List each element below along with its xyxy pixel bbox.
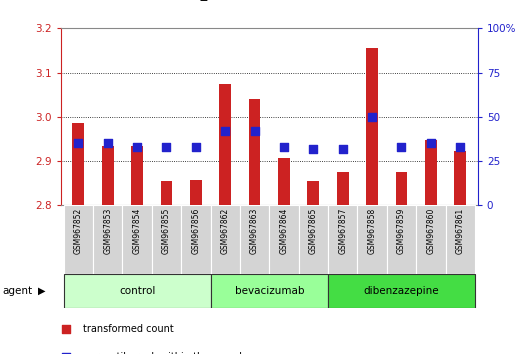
- Bar: [219, 84, 231, 205]
- Text: GSM967853: GSM967853: [103, 207, 112, 254]
- Bar: [64, 274, 211, 308]
- Bar: [152, 205, 181, 274]
- Bar: [425, 140, 437, 205]
- Text: GSM967855: GSM967855: [162, 207, 171, 254]
- Text: GSM967858: GSM967858: [367, 207, 376, 253]
- Bar: [337, 172, 348, 205]
- Bar: [122, 205, 152, 274]
- Bar: [249, 99, 260, 205]
- Text: GSM967861: GSM967861: [456, 207, 465, 253]
- Point: [192, 144, 200, 150]
- Bar: [299, 205, 328, 274]
- Bar: [366, 48, 378, 205]
- Point: [456, 144, 465, 150]
- Text: GSM967856: GSM967856: [191, 207, 200, 254]
- Text: GSM967863: GSM967863: [250, 207, 259, 254]
- Bar: [211, 205, 240, 274]
- Bar: [278, 158, 290, 205]
- Bar: [161, 181, 172, 205]
- Point: [368, 114, 376, 120]
- Text: GSM967857: GSM967857: [338, 207, 347, 254]
- Bar: [387, 205, 416, 274]
- Text: dibenzazepine: dibenzazepine: [364, 286, 439, 296]
- Point: [250, 128, 259, 134]
- Bar: [131, 145, 143, 205]
- Bar: [307, 181, 319, 205]
- Point: [133, 144, 142, 150]
- Point: [162, 144, 171, 150]
- Point: [103, 141, 112, 146]
- Text: GSM967860: GSM967860: [426, 207, 436, 254]
- Point: [221, 128, 230, 134]
- Point: [338, 146, 347, 152]
- Text: GSM967852: GSM967852: [74, 207, 83, 253]
- Bar: [211, 274, 328, 308]
- Bar: [357, 205, 387, 274]
- Point: [397, 144, 406, 150]
- Text: GSM967864: GSM967864: [279, 207, 288, 254]
- Bar: [416, 205, 446, 274]
- Point: [62, 326, 70, 332]
- Text: agent: agent: [3, 286, 33, 296]
- Text: bevacizumab: bevacizumab: [234, 286, 304, 296]
- Text: ▶: ▶: [38, 286, 45, 296]
- Bar: [64, 205, 93, 274]
- Point: [280, 144, 288, 150]
- Text: transformed count: transformed count: [82, 324, 173, 334]
- Bar: [72, 124, 84, 205]
- Bar: [328, 274, 475, 308]
- Point: [309, 146, 317, 152]
- Bar: [102, 145, 114, 205]
- Bar: [328, 205, 357, 274]
- Bar: [395, 172, 407, 205]
- Bar: [454, 151, 466, 205]
- Text: GSM967862: GSM967862: [221, 207, 230, 253]
- Bar: [190, 179, 202, 205]
- Bar: [269, 205, 299, 274]
- Text: GSM967865: GSM967865: [309, 207, 318, 254]
- Text: GSM967854: GSM967854: [133, 207, 142, 254]
- Bar: [181, 205, 211, 274]
- Point: [427, 141, 435, 146]
- Bar: [240, 205, 269, 274]
- Point: [74, 141, 82, 146]
- Text: percentile rank within the sample: percentile rank within the sample: [82, 353, 248, 354]
- Text: control: control: [119, 286, 155, 296]
- Bar: [93, 205, 122, 274]
- Bar: [446, 205, 475, 274]
- Text: GSM967859: GSM967859: [397, 207, 406, 254]
